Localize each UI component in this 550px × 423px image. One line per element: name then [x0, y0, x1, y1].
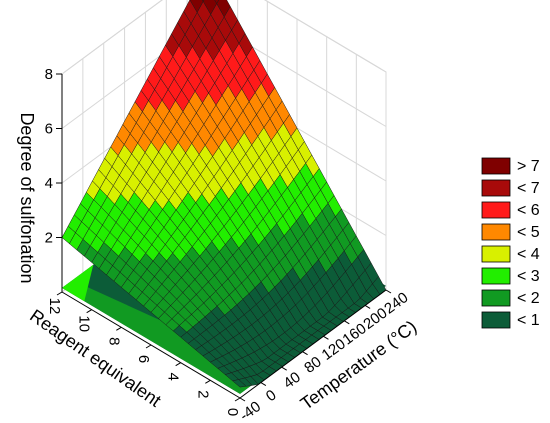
legend-swatch — [481, 157, 511, 175]
y-tick-mark — [205, 379, 211, 384]
y-tick-label: 2 — [194, 390, 211, 398]
z-tick-label: 6 — [45, 121, 53, 138]
x-tick-mark — [364, 304, 371, 309]
legend-label: < 5 — [517, 224, 540, 241]
surface-patch — [232, 379, 247, 388]
x-tick-mark — [260, 382, 267, 387]
y-tick-label: 4 — [165, 373, 182, 381]
y-tick-label: 0 — [224, 408, 241, 416]
z-tick-label: 4 — [45, 175, 53, 192]
x-tick-mark — [385, 289, 392, 294]
y-tick-label: 8 — [105, 337, 122, 345]
floor-contour-3 — [62, 264, 94, 302]
x-tick-label: 0 — [263, 387, 280, 406]
y-tick-label: 12 — [46, 298, 63, 315]
surface-patch — [214, 0, 220, 4]
y-tick-mark — [234, 397, 241, 402]
y-tick-label: 10 — [76, 315, 93, 332]
y-tick-mark — [145, 344, 152, 349]
z-tick-label: 2 — [45, 230, 53, 247]
y-tick-mark — [175, 362, 181, 367]
y-tick-mark — [86, 309, 92, 314]
x-tick-label: 40 — [280, 369, 303, 393]
legend-swatch — [481, 223, 511, 241]
legend-swatch — [481, 179, 511, 197]
legend-swatch — [481, 267, 511, 285]
x-tick-mark — [281, 366, 287, 371]
legend-swatch — [481, 245, 511, 263]
legend: > 7 < 7 < 6 < 5 < 4 < 3 < 2 < 1 — [481, 157, 540, 329]
legend-label: < 1 — [517, 312, 540, 329]
y-tick-label: 6 — [135, 355, 152, 363]
legend-label: < 2 — [517, 290, 540, 307]
x-tick-mark — [323, 335, 329, 340]
legend-label: > 7 — [517, 158, 540, 175]
legend-swatch — [481, 289, 511, 307]
y-tick-mark — [116, 326, 122, 331]
legend-swatch — [481, 201, 511, 219]
legend-label: < 3 — [517, 268, 540, 285]
legend-swatch — [481, 311, 511, 329]
y-tick-mark — [56, 291, 63, 296]
legend-label: < 6 — [517, 202, 540, 219]
x-tick-label: 80 — [301, 353, 324, 377]
x-tick-mark — [344, 320, 350, 325]
z-tick-label: 8 — [45, 66, 53, 83]
legend-label: < 4 — [517, 246, 540, 263]
legend-label: < 7 — [517, 180, 540, 197]
x-tick-mark — [302, 351, 308, 356]
z-axis-label: Degree of sulfonation — [17, 112, 37, 283]
x-tick-mark — [239, 397, 246, 402]
x-axis-line — [239, 289, 387, 399]
